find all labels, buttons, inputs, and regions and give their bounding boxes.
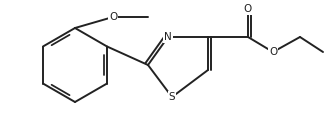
Text: O: O [269, 47, 277, 57]
Text: O: O [109, 12, 117, 22]
Text: O: O [244, 4, 252, 14]
Text: S: S [169, 92, 175, 102]
Text: N: N [164, 32, 172, 42]
